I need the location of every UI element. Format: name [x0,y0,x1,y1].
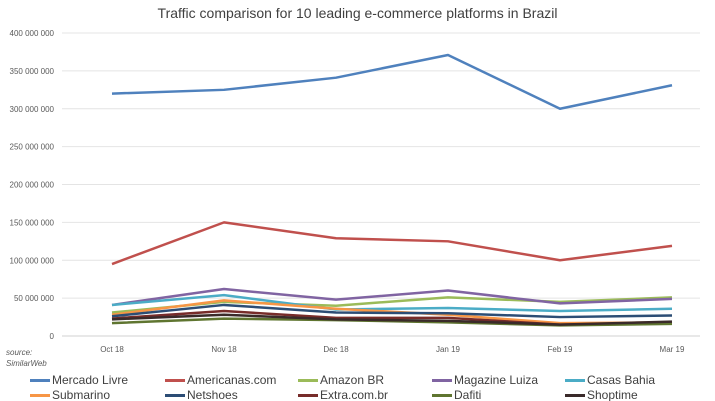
legend-item: Mercado Livre [30,373,165,387]
legend-swatch [298,378,318,382]
line-chart: 0 50 000 000 100 000 000 150 000 000 200 000… [10,29,700,354]
y-tick-label: 250 000 000 [10,143,55,152]
legend-label: Casas Bahia [587,373,656,387]
x-tick-label: Mar 19 [660,345,685,354]
legend: Mercado Livre Americanas.com Amazon BR Maga… [30,373,715,401]
legend-swatch [165,393,185,397]
legend-item: Shoptime [565,388,695,401]
legend-swatch [30,393,50,397]
x-tick-label: Nov 18 [211,345,237,354]
y-tick-label: 400 000 000 [10,29,55,38]
legend-swatch [565,393,585,397]
series-line-netshoes [111,303,673,319]
source-label: source: [6,348,33,357]
legend-label: Extra.com.br [320,388,389,401]
legend-label: Mercado Livre [52,373,129,387]
x-tick-label: Dec 18 [323,345,349,354]
series-line-casas-bahia [111,293,673,313]
series-line-mercado-livre [111,53,673,110]
y-tick-label: 350 000 000 [10,67,55,76]
x-tick-label: Feb 19 [548,345,573,354]
x-tick-label: Jan 19 [436,345,461,354]
legend-item: Dafiti [432,388,565,401]
legend-label: Shoptime [587,388,638,401]
legend-swatch [30,378,50,382]
legend-label: Amazon BR [320,373,385,387]
legend-swatch [298,393,318,397]
legend-swatch [432,393,452,397]
legend-item: Extra.com.br [298,388,432,401]
chart-title: Traffic comparison for 10 leading e-comm… [157,5,558,21]
legend-item: Casas Bahia [565,373,695,387]
legend-swatch [165,378,185,382]
x-tick-label: Oct 18 [100,345,124,354]
legend-item: Americanas.com [165,373,298,387]
legend-label: Dafiti [454,388,482,401]
y-tick-label: 0 [50,332,55,341]
series-line-magazine-luiza [111,287,673,307]
legend-label: Americanas.com [187,373,277,387]
series-line-shoptime [111,313,673,326]
y-tick-label: 50 000 000 [14,294,55,303]
source-note: source: SimilarWeb [6,347,47,369]
y-tick-label: 100 000 000 [10,256,55,265]
y-tick-label: 200 000 000 [10,181,55,190]
legend-swatch [565,378,585,382]
legend-item: Amazon BR [298,373,432,387]
legend-item: Magazine Luiza [432,373,565,387]
series-line-americanas-com [111,221,673,266]
legend-label: Submarino [52,388,111,401]
source-name: SimilarWeb [6,359,47,368]
legend-item: Submarino [30,388,165,401]
legend-label: Netshoes [187,388,238,401]
legend-label: Magazine Luiza [454,373,539,387]
legend-item: Netshoes [165,388,298,401]
y-tick-label: 300 000 000 [10,105,55,114]
legend-swatch [432,378,452,382]
y-tick-label: 150 000 000 [10,218,55,227]
